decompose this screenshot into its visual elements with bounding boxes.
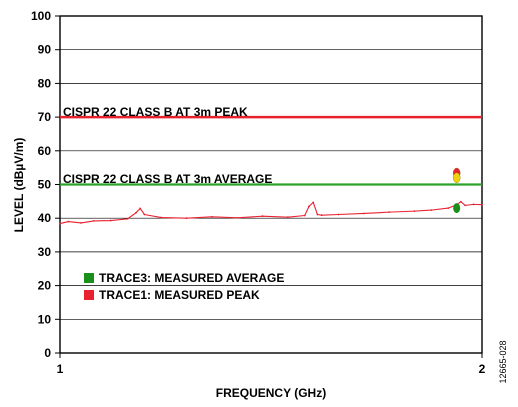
y-tick-label: 20 (38, 279, 52, 293)
measured-peak-point (286, 216, 289, 219)
y-tick-label: 90 (38, 43, 52, 57)
measured-peak-point (413, 210, 416, 213)
y-tick-label: 100 (31, 9, 51, 23)
measured-peak-point (261, 215, 264, 218)
measured-peak-point (126, 217, 129, 220)
measured-peak-point (109, 219, 112, 222)
peak-limit-label: CISPR 22 CLASS B AT 3m PEAK (63, 105, 248, 119)
measured-peak-point (160, 216, 163, 219)
y-tick-label: 50 (38, 178, 52, 192)
measured-peak-point (464, 204, 467, 207)
measured-peak-point (447, 207, 450, 209)
y-tick-label: 80 (38, 76, 52, 90)
measured-average-point (453, 203, 461, 214)
legend-peak-label: TRACE1: MEASURED PEAK (99, 288, 260, 302)
measured-peak-point (337, 213, 340, 216)
measured-peak-point (211, 215, 213, 218)
measured-peak-point (316, 213, 319, 216)
y-axis-label: LEVEL (dBµV/m) (12, 138, 26, 233)
y-tick-label: 70 (38, 110, 52, 124)
y-tick-label: 0 (44, 346, 51, 360)
measured-peak-point (362, 212, 365, 215)
peak-marker-point (452, 172, 461, 183)
measured-peak-point (236, 216, 239, 219)
measured-peak-point (303, 214, 306, 217)
measured-peak-point (320, 214, 323, 217)
measured-peak-point (59, 222, 61, 225)
measured-peak-point (430, 209, 433, 212)
measured-peak-point (92, 219, 95, 222)
measured-peak-point (308, 205, 310, 208)
measured-peak-point (185, 217, 188, 220)
x-tick-label: 1 (57, 362, 64, 376)
y-tick-label: 40 (38, 211, 52, 225)
measured-peak-point (143, 213, 146, 216)
measured-peak-point (80, 222, 82, 224)
legend-average-swatch (84, 273, 94, 283)
y-tick-label: 60 (38, 144, 52, 158)
y-tick-label: 10 (38, 312, 52, 326)
measured-peak-point (312, 201, 315, 204)
measured-peak-point (139, 207, 142, 210)
legend: TRACE3: MEASURED AVERAGE TRACE1: MEASURE… (84, 271, 284, 302)
measured-peak-point (388, 211, 391, 214)
measured-peak-point (460, 200, 462, 203)
measured-peak-point (135, 211, 137, 214)
x-tick-label: 2 (479, 362, 486, 376)
measured-peak-point (481, 203, 483, 206)
y-tick-label: 30 (38, 245, 52, 259)
measured-peak-point (67, 220, 70, 223)
x-axis-label: FREQUENCY (GHz) (216, 386, 326, 400)
legend-peak-swatch (84, 290, 94, 300)
figure-id: 12665-028 (498, 340, 508, 383)
measured-peak-point (472, 203, 475, 206)
average-limit-label: CISPR 22 CLASS B AT 3m AVERAGE (63, 172, 272, 186)
measured-peak-trace (59, 201, 483, 225)
legend-average-label: TRACE3: MEASURED AVERAGE (99, 271, 284, 285)
